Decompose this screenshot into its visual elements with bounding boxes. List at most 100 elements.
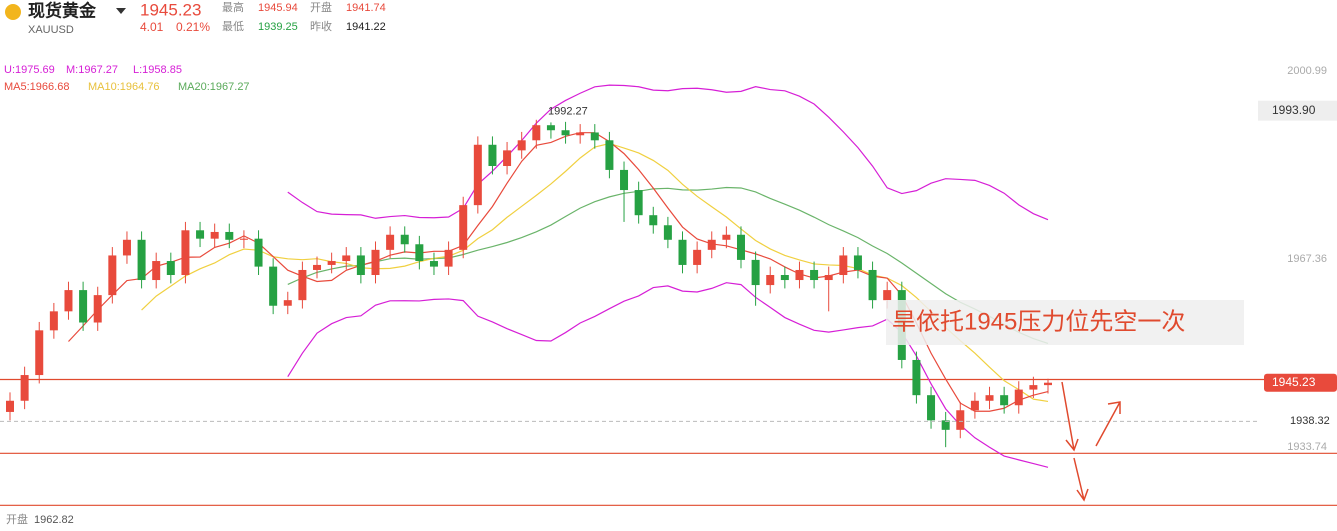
gold-icon [5,4,21,20]
candle-body [35,330,44,376]
change: 4.01 [140,20,164,34]
candle-body [254,238,263,267]
candle-body [122,239,131,256]
boll-label: M:1967.27 [66,64,118,76]
candle-body [152,261,161,281]
y-tick-label: 1933.74 [1287,441,1327,453]
peak-label: 1992.27 [548,106,588,118]
candle-body [459,205,468,250]
open-value: 1962.82 [34,514,74,526]
candle-body [444,249,453,267]
ma20-line [287,186,1049,345]
arrows [1061,381,1121,502]
price-mark: 1938.32 [1290,415,1330,427]
candle-body [239,238,248,240]
candle-body [49,311,58,331]
symbol: XAUUSD [28,24,74,36]
candle-body [196,230,205,239]
stat-label: 最低 [222,20,244,33]
price-mark: 1993.90 [1272,103,1316,117]
candle-body [64,290,73,312]
stat-label: 开盘 [310,0,332,14]
price-mark: 1945.23 [1272,375,1316,389]
candle-body [298,269,307,301]
candle-body [108,255,117,296]
candle-body [985,395,994,401]
candle-body [415,244,424,262]
candle-body [751,259,760,286]
candle-body [166,261,175,276]
candle-body [912,359,921,396]
candle-body [386,234,395,250]
candle-body [678,239,687,265]
candle-body [1000,395,1009,406]
candle-body [795,269,804,281]
stat-label: 最高 [222,0,244,14]
y-tick-label: 2000.99 [1287,65,1327,77]
instrument-name[interactable]: 现货黄金 [28,0,97,20]
stat-value: 1941.22 [346,21,386,33]
candle-body [269,266,278,306]
candle-body [20,375,29,401]
candle-body [181,230,190,276]
candle-body [503,150,512,167]
candle-body [1014,389,1023,406]
candle-body [313,264,322,270]
candle-body [371,249,380,276]
candle-body [429,261,438,267]
alert-badge [1258,100,1337,121]
candle-body [327,261,336,265]
stat-label: 昨收 [310,19,332,33]
candle-body [853,255,862,270]
annotation-box [886,300,1244,345]
candle-body [707,239,716,250]
candle-body [546,125,555,131]
candle-body [488,144,497,167]
candle-body [736,234,745,260]
candle-body [927,395,936,421]
annotation: 旱依托1945压力位先空一次 [892,308,1185,335]
y-tick-label: 1967.36 [1287,253,1327,265]
candle-body [342,255,351,262]
candle-body [561,130,570,136]
candle-body [941,420,950,430]
candle-body [6,400,14,412]
candle-body [780,275,789,281]
boll-label: U:1975.69 [4,64,55,76]
candle-body [605,140,614,170]
candle-body [210,231,219,239]
candle-body [663,225,672,240]
candle-body [590,132,599,141]
dropdown[interactable] [116,8,126,14]
candle-body [79,290,88,323]
candle-body [722,234,731,240]
candle-body [839,255,848,276]
candle-body [576,132,585,136]
candle-body [532,125,541,141]
candle-body [93,295,102,323]
boll-upper [287,84,1049,221]
candle-body [620,169,629,191]
stat-value: 1941.74 [346,2,386,14]
candle-body [970,400,979,411]
candle-body [1044,382,1052,386]
candle-body [517,140,526,151]
stat-value: 1939.25 [258,21,298,33]
candle-body [225,231,234,240]
candle-body [1029,385,1038,390]
candle-body [956,410,965,430]
candle-body [283,300,292,306]
price-badge [1264,373,1337,392]
candle-body [400,234,409,245]
candle-body [137,239,146,281]
price: 1945.23 [140,0,201,19]
ma-label: MA20:1967.27 [178,81,250,93]
candle-body [868,269,877,301]
candle-body [810,269,819,281]
candle-body [473,144,482,206]
change-pct: 0.21% [176,20,210,34]
candle-body [634,190,643,216]
candle-body [824,275,833,281]
